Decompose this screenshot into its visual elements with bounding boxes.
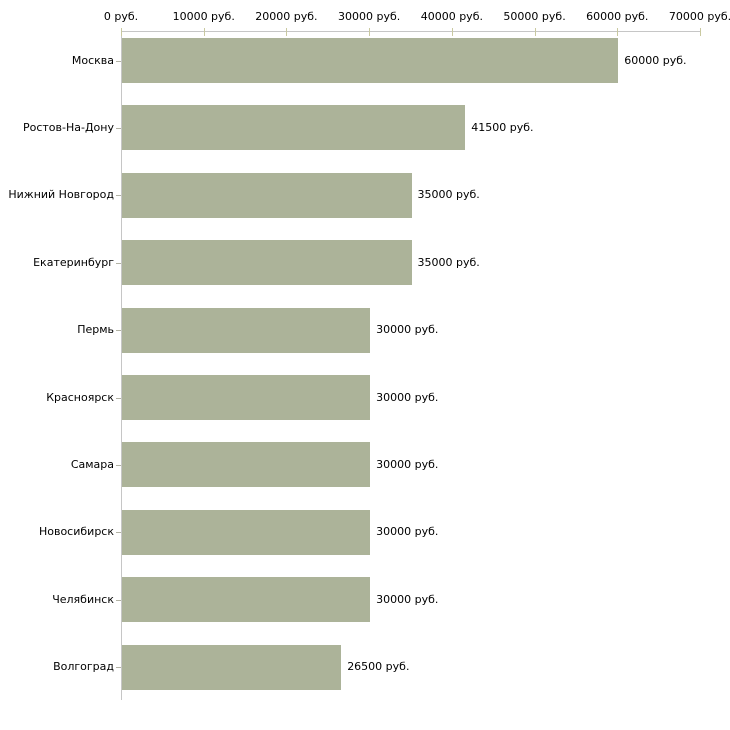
bar [122, 105, 466, 151]
x-tick-mark [369, 28, 371, 36]
y-tick-mark [116, 127, 121, 129]
y-tick-mark [116, 330, 121, 332]
bar-value-label: 30000 руб. [376, 457, 439, 471]
bar [122, 38, 619, 83]
x-tick-mark [286, 28, 288, 36]
x-tick-label: 0 руб. [103, 10, 139, 23]
y-tick-mark [116, 532, 121, 534]
bar [122, 644, 342, 690]
y-tick-mark [116, 60, 121, 62]
category-label: Волгоград [53, 660, 114, 674]
bar [122, 442, 371, 488]
x-axis-line [121, 31, 700, 32]
x-tick-label: 40000 руб. [420, 10, 483, 23]
category-label: Пермь [77, 323, 114, 337]
category-label: Екатеринбург [33, 255, 114, 269]
y-tick-mark [116, 464, 121, 466]
y-tick-mark [116, 599, 121, 601]
y-axis-line [121, 31, 122, 700]
bar-value-label: 30000 руб. [376, 323, 439, 337]
category-label: Ростов-На-Дону [22, 120, 114, 134]
x-tick-label: 50000 руб. [503, 10, 566, 23]
category-label: Челябинск [52, 592, 114, 606]
x-tick-label: 70000 руб. [668, 10, 730, 23]
category-label: Новосибирск [38, 525, 114, 539]
x-tick-label: 20000 руб. [255, 10, 318, 23]
x-tick-mark [121, 28, 122, 36]
bar [122, 577, 371, 623]
x-tick-mark [203, 28, 205, 36]
bar-value-label: 41500 руб. [471, 120, 534, 134]
bar [122, 375, 371, 420]
bar [122, 307, 371, 353]
category-label: Красноярск [46, 390, 114, 404]
y-tick-mark [116, 195, 121, 197]
bar-value-label: 60000 руб. [624, 53, 687, 67]
category-label: Москва [71, 53, 114, 67]
category-label: Самара [70, 457, 114, 471]
category-label: Нижний Новгород [8, 188, 114, 202]
y-tick-mark [116, 397, 121, 399]
x-tick-label: 30000 руб. [338, 10, 401, 23]
bar-value-label: 30000 руб. [376, 525, 439, 539]
x-tick-mark [700, 28, 701, 36]
x-tick-label: 10000 руб. [172, 10, 235, 23]
x-tick-label: 60000 руб. [586, 10, 649, 23]
bar-value-label: 35000 руб. [417, 188, 480, 202]
x-tick-mark [451, 28, 453, 36]
bar [122, 172, 412, 218]
bar-value-label: 26500 руб. [347, 660, 410, 674]
bar-value-label: 30000 руб. [376, 390, 439, 404]
y-tick-mark [116, 262, 121, 264]
bar-value-label: 30000 руб. [376, 592, 439, 606]
x-tick-mark [617, 28, 619, 36]
x-tick-mark [534, 28, 536, 36]
bar [122, 240, 412, 286]
bar [122, 509, 371, 555]
y-tick-mark [116, 667, 121, 669]
bar-value-label: 35000 руб. [417, 255, 480, 269]
